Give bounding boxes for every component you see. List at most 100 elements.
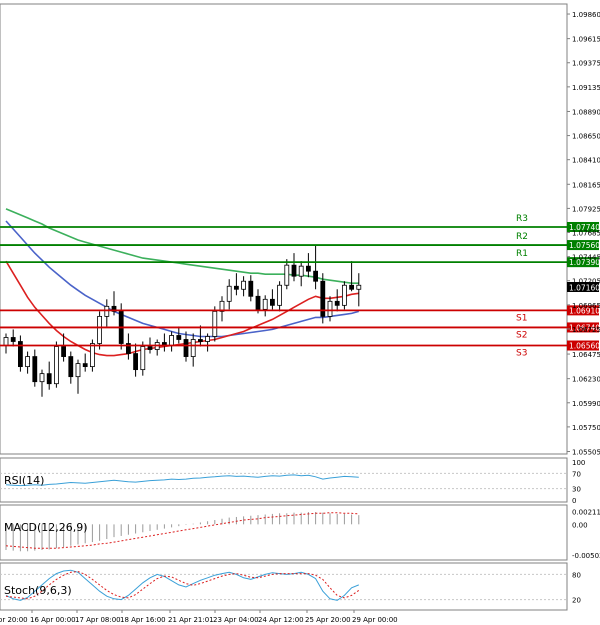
candle [176, 326, 182, 344]
y-tick-label: 1.06230 [572, 376, 600, 384]
candle-body [61, 346, 66, 357]
candle [233, 273, 239, 296]
candle [212, 306, 218, 342]
ma-line [5, 220, 360, 338]
macd-label: MACD(12,26,9) [4, 521, 88, 534]
candle [25, 351, 31, 374]
rsi-y-axis: 100 70 30 0 [572, 459, 585, 505]
y-axis-main: 1.09860 1.09615 1.09375 1.09135 1.08890 1.086… [567, 11, 600, 456]
candle-body [68, 356, 74, 378]
x-tick-label: 23 Apr 04:00 [213, 616, 259, 624]
rsi-panel-frame [0, 457, 568, 503]
candle-body [197, 339, 203, 342]
y-tick-label: 1.09375 [572, 60, 600, 68]
candle-body [176, 335, 182, 340]
y-tick-label: 1.05990 [572, 400, 600, 408]
pivot-name: R1 [516, 249, 528, 259]
candle [133, 343, 139, 377]
pivot-name: S1 [516, 313, 527, 323]
candles [3, 245, 362, 397]
candle-body [241, 280, 247, 290]
candle-body [3, 337, 9, 346]
candle [255, 289, 261, 314]
candle-body [226, 285, 232, 302]
candle-body [111, 305, 117, 312]
pivot-tag-label: 1.06560 [569, 342, 600, 351]
pivot-tag [567, 257, 599, 268]
candle [248, 275, 254, 302]
candle-body [54, 346, 59, 385]
y-tick-label: 1.07925 [572, 205, 600, 213]
candle-body [248, 280, 254, 297]
candle-body [82, 363, 88, 368]
x-tick-label: 18 Apr 16:00 [120, 616, 166, 624]
current-price-tag: 1.07160 [567, 282, 600, 293]
candle [75, 359, 81, 394]
candle-body [334, 300, 340, 306]
pivot-tag [567, 305, 599, 316]
candle [104, 299, 110, 327]
pivot-tag-label: 1.07390 [569, 258, 600, 267]
candle [68, 351, 74, 384]
candle [313, 245, 319, 290]
candle [197, 325, 203, 347]
macd-tick-label: 0.002111 [572, 508, 600, 516]
candle [190, 333, 196, 367]
candle [291, 253, 297, 282]
candle-body [277, 284, 283, 306]
pivot-tag-label: 1.07560 [569, 241, 600, 250]
rsi-tick-label: 70 [572, 470, 581, 478]
candle-body [313, 270, 319, 282]
x-tick-label: 29 Apr 00:00 [352, 616, 398, 624]
candle-body [233, 285, 239, 290]
candle [349, 261, 355, 292]
candle [269, 289, 275, 310]
candle [10, 329, 16, 347]
y-tick-label: 1.07205 [572, 278, 600, 286]
stoch-label: Stoch(9,6,3) [4, 584, 72, 597]
main-panel: R3 1.07740 R2 1.07560 R1 1.07390 S1 1.06910 S2 1.… [0, 3, 600, 456]
x-tick-label: 25 Apr 20:00 [305, 616, 351, 624]
candle-body [75, 363, 81, 378]
candle [305, 253, 311, 278]
candle [17, 335, 23, 372]
rsi-line [5, 474, 359, 487]
stoch-d-line [5, 570, 360, 600]
candle [61, 333, 66, 362]
candle-body [269, 298, 275, 306]
pivot-tag-label: 1.07740 [569, 223, 600, 232]
candle [327, 296, 333, 322]
macd-tick-label: -0.005039 [572, 552, 600, 560]
candle-body [320, 280, 326, 317]
y-tick-label: 1.05505 [572, 448, 600, 456]
y-tick-label: 1.08890 [572, 108, 600, 116]
y-tick-label: 1.09615 [572, 36, 600, 44]
rsi-panel: RSI(14) 100 70 30 0 [0, 457, 585, 505]
pivot-levels: R3 1.07740 R2 1.07560 R1 1.07390 S1 1.06910 S2 1.… [0, 214, 600, 359]
candle-body [298, 265, 304, 277]
candle [277, 281, 283, 312]
pivot-name: S2 [516, 330, 527, 340]
ma-line [5, 260, 359, 357]
macd-histogram [5, 512, 360, 552]
candle-body [212, 310, 218, 337]
candle-body [39, 373, 45, 383]
x-tick-label: 24 Apr 12:00 [258, 616, 304, 624]
y-tick-label: 1.05750 [572, 424, 600, 432]
y-tick-label: 1.08410 [572, 157, 600, 165]
candle-body [349, 284, 355, 290]
candle [334, 289, 340, 312]
candle [226, 279, 232, 310]
candle-body [10, 337, 16, 342]
candle [320, 273, 326, 324]
macd-panel-frame [0, 504, 568, 561]
y-tick-label: 1.08650 [572, 133, 600, 141]
y-tick-label: 1.09135 [572, 84, 600, 92]
candle-body [140, 346, 146, 371]
candle-body [97, 315, 102, 344]
candle-body [305, 265, 311, 272]
candle [205, 333, 211, 352]
candle-body [169, 335, 175, 346]
